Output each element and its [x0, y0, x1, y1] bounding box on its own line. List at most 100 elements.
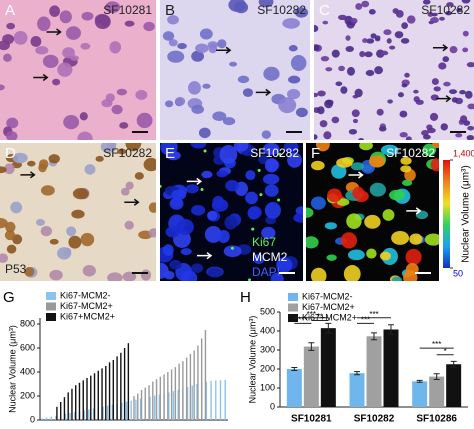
nucleus: [374, 66, 383, 75]
nucleus: [431, 78, 439, 86]
panel-label: H: [240, 289, 251, 306]
nucleus: [336, 198, 350, 206]
bar: [116, 356, 118, 420]
nucleus: [42, 54, 59, 68]
bar: [205, 381, 208, 420]
nucleus: [294, 7, 309, 18]
nucleus: [116, 148, 127, 155]
nucleus: [287, 88, 301, 100]
nucleus: [404, 72, 410, 78]
x-tick-label: SF10286: [416, 414, 457, 425]
nucleus: [401, 83, 408, 88]
nucleus: [394, 31, 404, 39]
bar: [78, 382, 81, 420]
y-tick-label: 500: [260, 306, 275, 316]
nucleus: [345, 35, 351, 41]
bar: [123, 348, 126, 420]
y-tick-label: 200: [260, 363, 275, 373]
legend-swatch: [46, 313, 56, 321]
nucleus: [233, 143, 249, 152]
nucleus: [314, 25, 319, 33]
arrow: [436, 95, 452, 103]
sample-label: SF10282: [421, 3, 470, 17]
nucleus: [340, 232, 357, 249]
nucleus: [346, 66, 356, 76]
nucleus: [446, 2, 454, 7]
bar: [93, 373, 96, 420]
nucleus: [206, 210, 218, 221]
nucleus: [40, 185, 55, 196]
bar: [196, 384, 198, 420]
error-bar: [354, 371, 360, 376]
ki67-dot: [257, 168, 261, 172]
bar: [106, 405, 109, 420]
nucleus: [143, 157, 156, 172]
bar: [148, 385, 150, 420]
panel-label: D: [5, 145, 16, 162]
nucleus: [462, 30, 469, 37]
nucleus: [169, 259, 182, 270]
nucleus: [430, 158, 439, 172]
nucleus: [208, 43, 218, 54]
nucleus: [395, 10, 404, 18]
nucleus: [13, 30, 28, 45]
nucleus: [100, 143, 117, 154]
significance-label: **: [317, 313, 323, 322]
panel-label: G: [3, 289, 15, 306]
nucleus: [125, 181, 134, 190]
ki67-dot: [200, 188, 204, 192]
nucleus: [175, 96, 186, 106]
nucleus: [401, 22, 408, 30]
nucleus: [352, 118, 359, 124]
nucleus: [105, 1, 121, 14]
error-bar: [308, 342, 315, 351]
nucleus: [177, 42, 187, 50]
nucleus: [204, 226, 222, 243]
y-tick-label: 600: [20, 342, 35, 352]
bar: [130, 400, 132, 420]
error-bar: [371, 332, 377, 341]
nucleus: [366, 248, 377, 259]
nucleus: [65, 26, 81, 40]
bar: [174, 367, 177, 420]
nucleus: [461, 0, 471, 4]
nucleus: [327, 188, 342, 203]
nucleus: [351, 109, 360, 118]
nucleus: [443, 81, 451, 87]
micrograph: [306, 143, 439, 281]
nucleus: [400, 38, 410, 44]
nucleus: [451, 97, 458, 103]
nucleus: [84, 164, 96, 175]
nucleus: [466, 62, 474, 68]
legend-swatch: [288, 314, 298, 322]
nucleus: [352, 94, 359, 99]
bar: [133, 396, 135, 420]
bar: [163, 374, 165, 420]
bar: [139, 398, 142, 420]
nucleus: [35, 218, 46, 226]
nucleus: [429, 112, 439, 121]
nucleus: [406, 15, 416, 24]
nucleus: [424, 233, 439, 246]
legend-label: Ki67-MCM2+: [302, 302, 355, 312]
nucleus: [389, 189, 406, 201]
bar: [186, 387, 189, 420]
nucleus: [462, 47, 469, 53]
bar: [41, 418, 43, 420]
nucleus: [190, 263, 204, 274]
nucleus: [229, 61, 238, 67]
nucleus: [52, 78, 61, 86]
nucleus: [59, 10, 72, 24]
nucleus: [445, 10, 452, 16]
y-tick-label: 800: [20, 318, 35, 328]
arrow: [33, 73, 49, 82]
bar: [168, 392, 170, 420]
nucleus: [95, 155, 104, 162]
bar: [303, 346, 319, 407]
nucleus: [40, 225, 53, 237]
micrograph: [160, 143, 303, 281]
nucleus: [242, 88, 254, 97]
nucleus: [191, 104, 205, 114]
significance-label: ***: [298, 316, 307, 325]
